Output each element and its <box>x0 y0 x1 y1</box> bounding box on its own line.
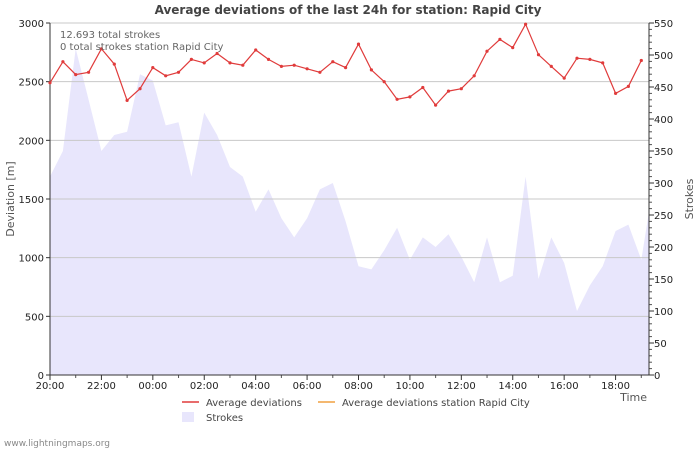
legend-label-strokes: Strokes <box>206 413 243 424</box>
deviation-point <box>189 57 193 62</box>
deviation-point <box>549 64 553 68</box>
deviation-point <box>48 81 52 85</box>
deviation-point <box>87 70 91 74</box>
deviation-point <box>125 98 129 102</box>
deviation-point <box>524 22 528 26</box>
deviation-point <box>266 57 271 62</box>
footer-credit: www.lightningmaps.org <box>4 439 110 449</box>
deviation-point <box>356 42 361 46</box>
deviation-point <box>575 56 579 60</box>
axes-layer <box>46 22 654 380</box>
deviation-point <box>99 47 103 51</box>
deviation-point <box>151 66 155 70</box>
y-right-tick-label: 150 <box>654 275 673 286</box>
deviation-point <box>61 60 65 64</box>
legend: Average deviations Average deviations st… <box>182 398 530 424</box>
deviation-point <box>344 66 348 70</box>
deviation-point <box>331 60 335 64</box>
deviation-point <box>485 49 489 53</box>
x-tick-label: 14:00 <box>498 381 527 392</box>
station-strokes-annotation: 0 total strokes station Rapid City <box>60 42 223 53</box>
deviation-point <box>408 95 412 99</box>
deviation-point <box>176 70 181 74</box>
deviation-point <box>74 73 78 77</box>
deviation-point <box>202 61 206 65</box>
y-right-tick-label: 300 <box>654 179 673 190</box>
y-axis-right-title: Strokes <box>683 178 696 219</box>
x-tick-label: 04:00 <box>241 381 270 392</box>
deviation-point <box>112 62 116 66</box>
deviation-point <box>434 103 438 107</box>
grid-layer <box>50 22 649 317</box>
y-right-tick-label: 450 <box>654 83 673 94</box>
deviation-point <box>241 63 245 67</box>
x-tick-label: 12:00 <box>447 381 476 392</box>
deviation-point <box>588 57 592 62</box>
deviation-point <box>369 68 373 72</box>
y-right-tick-label: 50 <box>654 339 667 350</box>
y-left-tick-label: 2500 <box>19 78 44 89</box>
y-left-tick-label: 2000 <box>19 136 44 147</box>
deviation-point <box>614 91 618 95</box>
deviation-point <box>138 87 142 91</box>
strokes-area <box>50 48 649 375</box>
y-right-tick-label: 250 <box>654 211 673 222</box>
deviation-point <box>421 85 425 90</box>
deviation-point <box>164 74 168 78</box>
y-left-tick-label: 3000 <box>19 19 44 30</box>
y-left-tick-label: 1500 <box>19 195 44 206</box>
x-tick-label: 08:00 <box>344 381 373 392</box>
deviation-point <box>215 51 219 56</box>
deviation-point <box>601 61 605 65</box>
y-axis-left-title: Deviation [m] <box>4 161 17 236</box>
deviation-line-layer <box>48 22 643 107</box>
deviation-point <box>626 84 631 88</box>
deviation-point <box>511 46 515 50</box>
y-right-tick-label: 0 <box>654 371 660 382</box>
x-tick-label: 16:00 <box>550 381 579 392</box>
x-tick-label: 10:00 <box>396 381 425 392</box>
chart-title: Average deviations of the last 24h for s… <box>155 3 542 17</box>
x-tick-label: 02:00 <box>190 381 219 392</box>
y-right-tick-label: 200 <box>654 243 673 254</box>
deviation-point <box>472 74 476 78</box>
x-tick-label: 22:00 <box>87 381 116 392</box>
legend-label-station: Average deviations station Rapid City <box>342 398 530 409</box>
deviation-point <box>318 70 322 74</box>
total-strokes-annotation: 12.693 total strokes <box>60 30 160 41</box>
y-left-tick-label: 500 <box>25 312 44 323</box>
deviation-point <box>228 61 232 65</box>
y-right-tick-label: 350 <box>654 147 673 158</box>
x-tick-label: 18:00 <box>601 381 630 392</box>
deviation-point <box>536 53 541 57</box>
deviation-point <box>254 48 258 52</box>
x-tick-label: 00:00 <box>138 381 167 392</box>
deviation-point <box>562 76 566 80</box>
deviation-point <box>292 63 296 67</box>
deviation-point <box>305 67 309 71</box>
y-right-tick-label: 100 <box>654 307 673 318</box>
y-right-tick-label: 550 <box>654 19 673 30</box>
legend-swatch-strokes <box>182 412 194 422</box>
deviation-point <box>639 58 643 63</box>
deviation-point <box>395 97 399 101</box>
x-tick-label: 20:00 <box>36 381 65 392</box>
strokes-area-layer <box>50 48 649 375</box>
y-right-tick-label: 400 <box>654 115 673 126</box>
deviation-point <box>279 64 283 68</box>
deviation-point <box>498 37 502 42</box>
deviation-point <box>446 89 451 93</box>
deviation-point <box>382 80 386 84</box>
deviation-point <box>459 87 463 91</box>
tick-label-layer: 0 500 1000 1500 2000 2500 3000 0 50 100 150 200 250 3… <box>19 19 674 392</box>
y-left-tick-label: 0 <box>38 371 44 382</box>
legend-label-deviations: Average deviations <box>206 398 302 409</box>
x-axis-title: Time <box>619 391 647 404</box>
x-tick-label: 06:00 <box>293 381 322 392</box>
y-right-tick-label: 500 <box>654 51 673 62</box>
y-left-tick-label: 1000 <box>19 254 44 265</box>
